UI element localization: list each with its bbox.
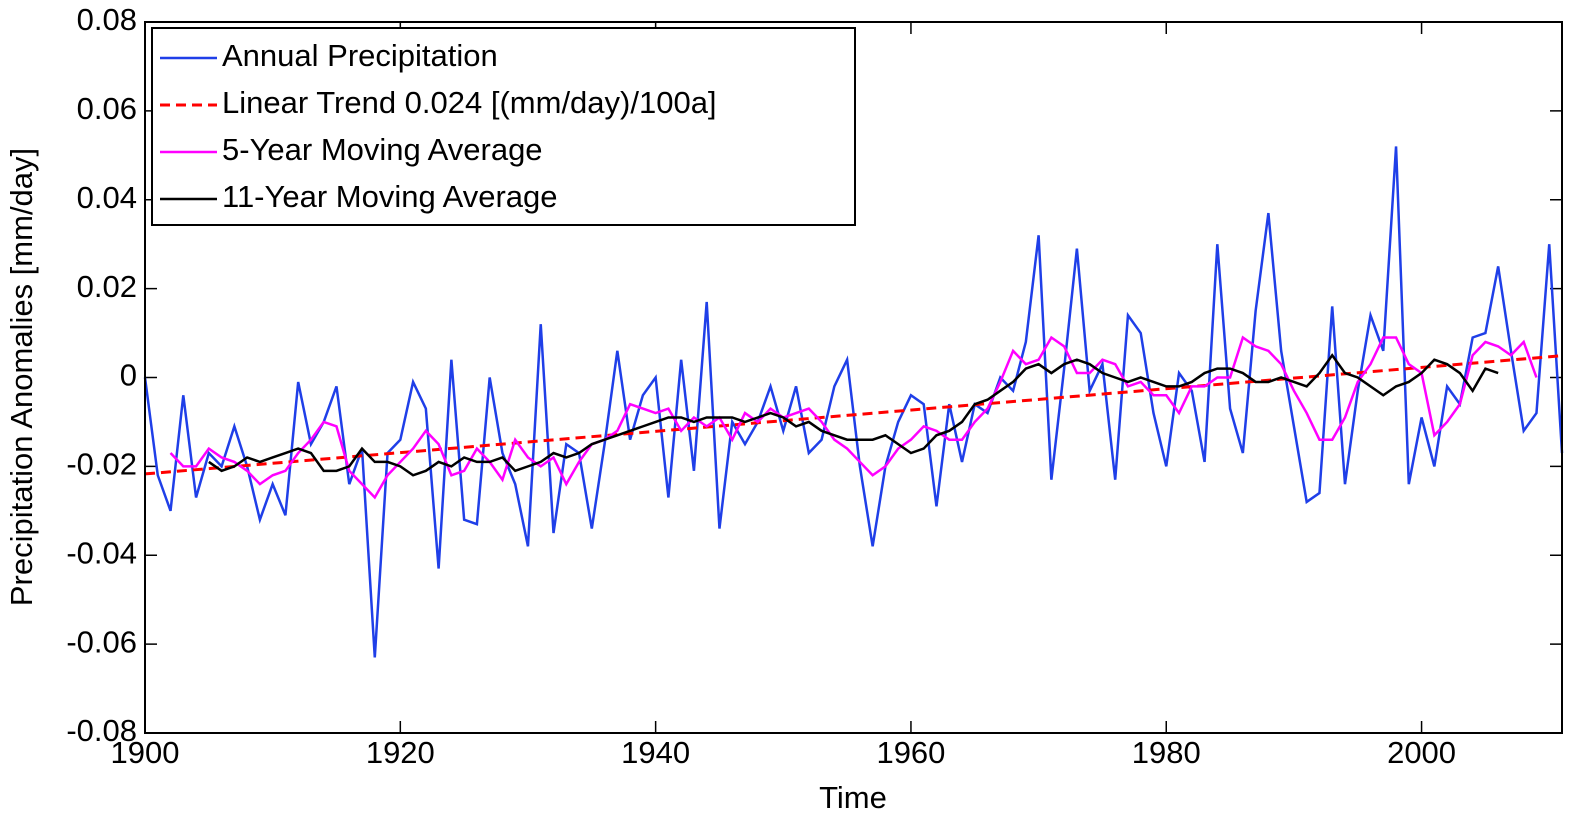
series-line [169, 335, 1538, 500]
y-tick-label: 0.06 [77, 91, 137, 126]
series-line [143, 146, 1564, 658]
x-tick-label: 1940 [621, 735, 690, 770]
legend-label: 5-Year Moving Average [222, 132, 543, 167]
y-tick-label: 0.08 [77, 2, 137, 37]
plot-frame [144, 21, 1563, 734]
y-tick-label: 0 [120, 358, 137, 393]
x-tick-label: 1920 [366, 735, 435, 770]
y-tick-label: 0.04 [77, 180, 137, 215]
y-tick-label: -0.02 [66, 447, 137, 482]
legend-box [151, 27, 856, 226]
y-tick-label: 0.02 [77, 269, 137, 304]
x-tick-label: 2000 [1387, 735, 1456, 770]
legend-label: Linear Trend 0.024 [(mm/day)/100a] [222, 85, 717, 120]
x-tick-label: 1900 [111, 735, 180, 770]
x-tick-label: 1980 [1132, 735, 1201, 770]
y-tick-label: -0.04 [66, 535, 137, 570]
y-axis-label: Precipitation Anomalies [mm/day] [4, 148, 39, 606]
series-line [208, 353, 1499, 477]
x-tick-label: 1960 [876, 735, 945, 770]
x-axis-label: Time [819, 780, 887, 815]
y-tick-label: -0.08 [66, 713, 137, 748]
y-tick-label: -0.06 [66, 624, 137, 659]
series-line [144, 354, 1563, 476]
legend-label: 11-Year Moving Average [222, 179, 558, 214]
legend-label: Annual Precipitation [222, 38, 498, 73]
